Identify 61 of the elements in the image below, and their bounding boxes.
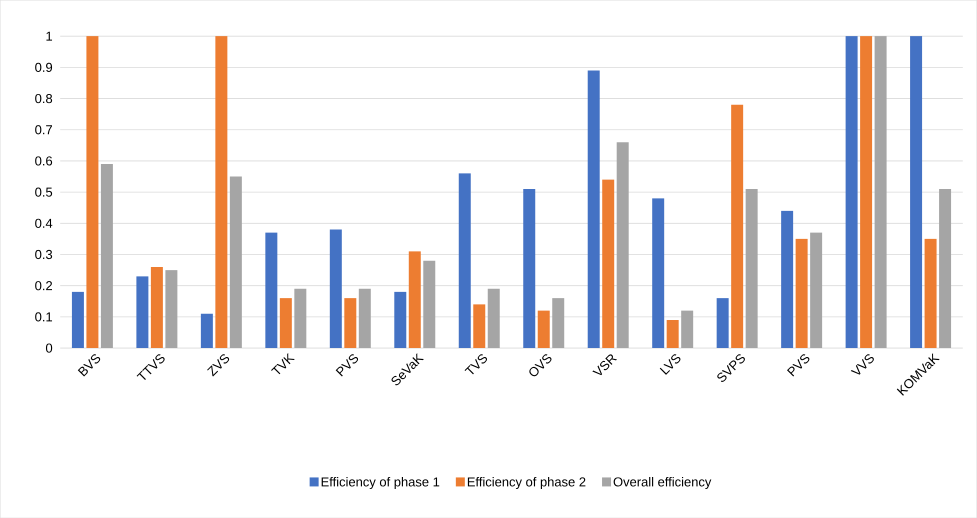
y-tick-label: 0.3: [35, 250, 52, 259]
bar: [408, 251, 421, 348]
bar: [588, 70, 600, 348]
y-tick-label: 0.7: [35, 125, 52, 134]
bar: [796, 238, 808, 348]
bar: [72, 292, 84, 348]
bar: [358, 288, 371, 348]
x-tick-label: VSR: [592, 354, 617, 376]
bar: [716, 298, 729, 348]
bar: [910, 36, 922, 348]
y-tick-label: 1: [46, 32, 52, 41]
bar: [681, 310, 694, 348]
bar: [458, 173, 471, 348]
bar: [488, 288, 500, 348]
bar: [924, 238, 937, 348]
legend-label: Efficiency of phase 1: [322, 476, 440, 489]
y-tick-label: 0.5: [35, 187, 52, 197]
bar: [136, 276, 148, 348]
bar: [810, 232, 822, 348]
bar: [652, 198, 664, 348]
bar: [602, 180, 614, 348]
bar: [552, 298, 564, 348]
bar: [344, 298, 356, 348]
legend-label: Overall efficiency: [614, 476, 712, 489]
y-tick-label: 0.8: [35, 94, 52, 104]
x-tick-label: VVS: [850, 354, 874, 375]
bar: [846, 36, 858, 348]
y-tick-label: 0.2: [35, 281, 52, 290]
bar: [473, 304, 486, 348]
bar: [165, 270, 178, 348]
x-tick-label: TVS: [464, 354, 488, 374]
bar: [86, 36, 98, 348]
legend-label: Efficiency of phase 2: [468, 476, 586, 489]
y-tick-label: 0.4: [35, 218, 52, 228]
bar: [746, 188, 758, 348]
bar: [150, 266, 163, 348]
bar: [616, 142, 629, 348]
bar: [423, 260, 436, 348]
bar: [874, 36, 887, 348]
x-tick-label: LVS: [660, 354, 680, 375]
bar: [781, 210, 794, 348]
bar: [200, 314, 213, 348]
bar: [666, 320, 679, 348]
bar: [860, 36, 872, 348]
bar: [294, 288, 306, 348]
y-tick-label: 0.6: [35, 156, 52, 166]
y-tick-label: 0.1: [35, 312, 52, 322]
bar: [394, 292, 406, 348]
bar: [280, 298, 292, 348]
y-tick-label: 0.9: [35, 62, 52, 72]
bar: [100, 164, 113, 348]
bar: [523, 188, 536, 348]
y-tick-label: 0: [46, 343, 52, 353]
bar: [538, 310, 550, 348]
bar: [330, 229, 342, 348]
bar: [265, 232, 278, 348]
bar: [939, 188, 952, 348]
bar: [230, 176, 242, 348]
bar: [215, 36, 228, 348]
x-tick-label: TVK: [271, 352, 295, 374]
bar: [731, 104, 744, 348]
